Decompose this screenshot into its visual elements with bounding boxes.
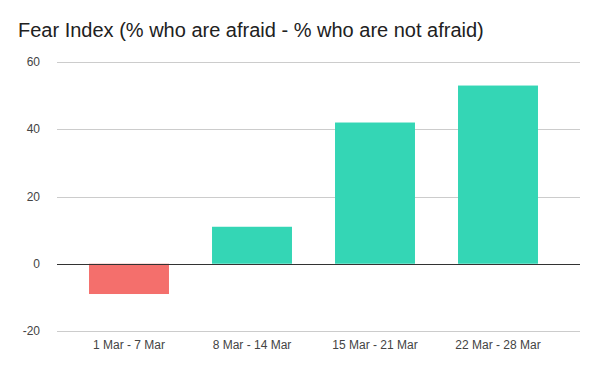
y-tick-label: 40 [27, 122, 41, 136]
grid-line [57, 331, 580, 332]
bar [458, 86, 538, 264]
grid-line [57, 62, 580, 63]
y-tick-label: 20 [27, 190, 41, 204]
chart: Fear Index (% who are afraid - % who are… [0, 0, 600, 371]
y-tick-label: -20 [23, 324, 41, 338]
y-tick-label: 0 [33, 257, 40, 271]
zero-axis-line [57, 264, 580, 265]
bar [212, 227, 292, 264]
x-tick-label: 22 Mar - 28 Mar [455, 338, 540, 352]
x-tick-label: 8 Mar - 14 Mar [213, 338, 292, 352]
bars [89, 86, 538, 294]
title: Fear Index (% who are afraid - % who are… [18, 19, 484, 41]
chart-container: Fear Index (% who are afraid - % who are… [0, 0, 600, 371]
bar [89, 264, 169, 294]
grid [57, 63, 580, 332]
x-tick-label: 15 Mar - 21 Mar [332, 338, 417, 352]
x-tick-label: 1 Mar - 7 Mar [93, 338, 165, 352]
bar [335, 123, 415, 264]
y-tick-label: 60 [27, 55, 41, 69]
